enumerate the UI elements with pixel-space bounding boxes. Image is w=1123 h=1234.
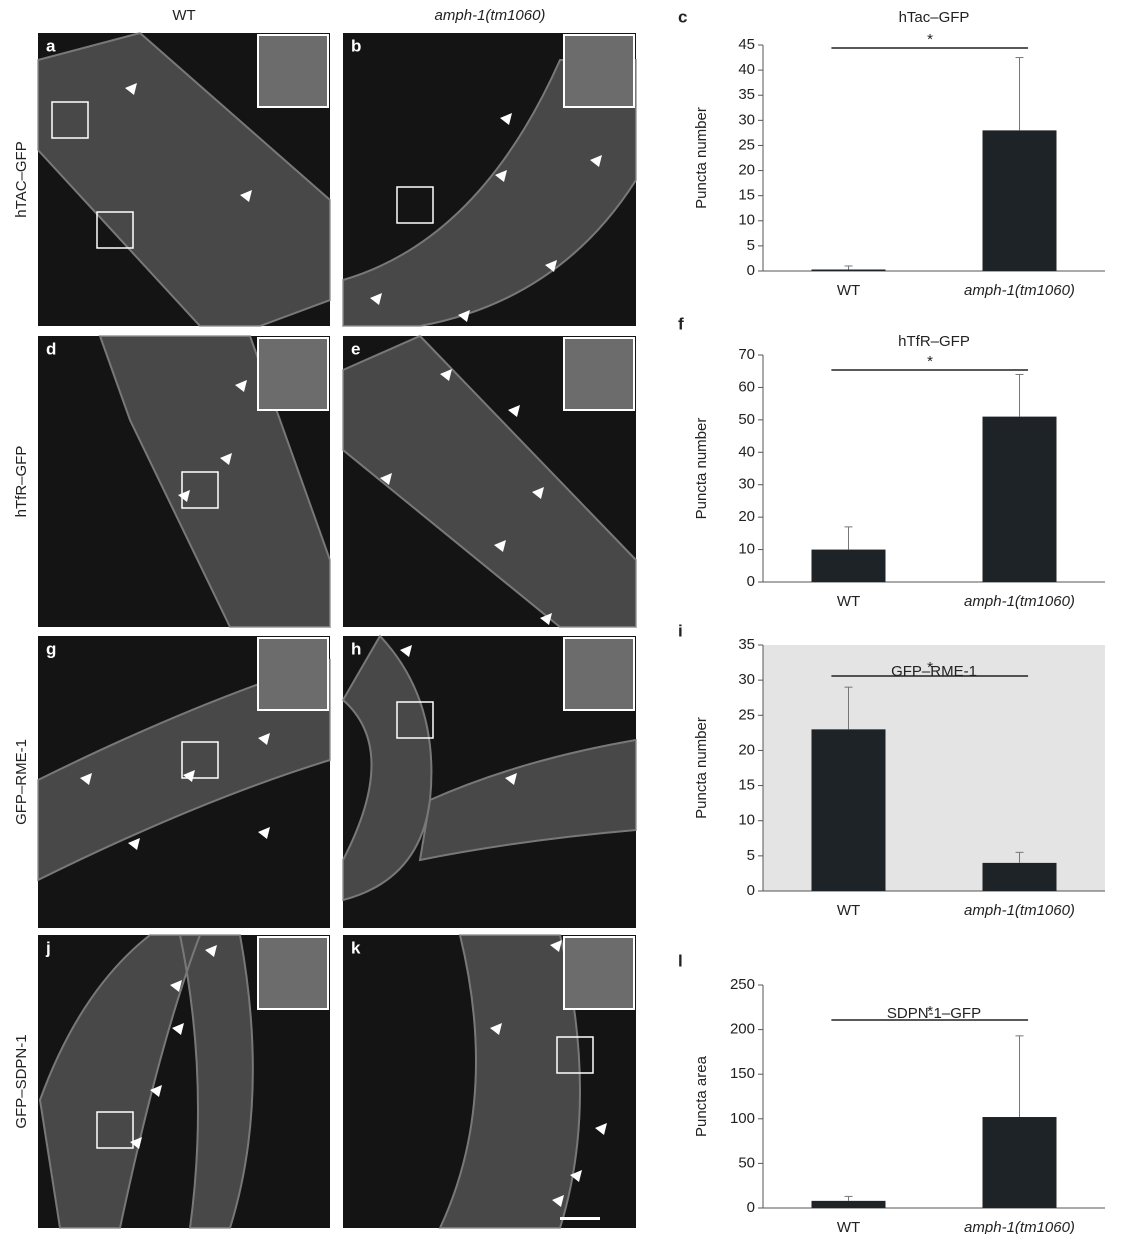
inset [258,937,328,1009]
row-label: hTAC–GFP [13,141,30,217]
bar [812,729,886,891]
y-tick-label: 40 [738,61,755,78]
significance: * [927,659,933,676]
y-axis-label: Puncta number [693,717,710,819]
panel-letter: c [678,7,687,26]
row-label: GFP–RME-1 [13,739,30,825]
y-axis-label: Puncta number [693,418,710,520]
y-tick-label: 60 [738,378,755,395]
y-tick-label: 0 [747,573,755,590]
inset [564,35,634,107]
bar [983,1117,1057,1208]
y-tick-label: 70 [738,346,755,363]
y-tick-label: 25 [738,136,755,153]
x-tick-label: amph-1(tm1060) [964,1219,1075,1234]
bar [983,863,1057,891]
x-tick-label: amph-1(tm1060) [964,593,1075,610]
y-axis-label: Puncta number [693,107,710,209]
y-tick-label: 200 [730,1021,755,1038]
column-header: amph-1(tm1060) [435,7,546,24]
inset [258,338,328,410]
y-tick-label: 15 [738,187,755,204]
bar [983,417,1057,582]
bar [812,269,886,271]
y-tick-label: 250 [730,976,755,993]
panel-letter: b [351,36,361,55]
x-tick-label: WT [837,282,860,299]
column-header: WT [172,7,195,24]
row-label: hTfR–GFP [13,446,30,518]
inset [564,338,634,410]
y-tick-label: 10 [738,212,755,229]
significance: * [927,31,933,48]
y-tick-label: 15 [738,777,755,794]
scale-bar [560,1217,600,1220]
y-tick-label: 30 [738,476,755,493]
bar [812,1201,886,1208]
inset [564,638,634,710]
figure: WT amph-1(tm1060) hTAC–GFP a b hTfR–GFP d e GF… [0,0,1123,1234]
y-tick-label: 5 [747,847,755,864]
chart-title: hTac–GFP [899,9,970,26]
y-axis-label: Puncta area [693,1055,710,1137]
y-tick-label: 50 [738,411,755,428]
x-tick-label: WT [837,902,860,919]
y-tick-label: 150 [730,1065,755,1082]
significance: * [927,353,933,370]
y-tick-label: 10 [738,541,755,558]
y-tick-label: 20 [738,741,755,758]
y-tick-label: 10 [738,812,755,829]
y-tick-label: 35 [738,86,755,103]
panel-letter: i [678,621,683,640]
inset [258,638,328,710]
y-tick-label: 35 [738,636,755,653]
chart-title: hTfR–GFP [898,333,970,350]
panel-letter: l [678,951,683,970]
x-tick-label: amph-1(tm1060) [964,282,1075,299]
bar [983,130,1057,271]
panel-letter: d [46,339,56,358]
y-tick-label: 5 [747,237,755,254]
x-tick-label: WT [837,1219,860,1234]
y-tick-label: 20 [738,162,755,179]
y-tick-label: 40 [738,443,755,460]
y-tick-label: 20 [738,508,755,525]
panel-letter: g [46,639,56,658]
panel-letter: e [351,339,360,358]
y-tick-label: 25 [738,706,755,723]
panel-letter: f [678,314,684,333]
bar [812,550,886,582]
panel-letter: j [45,938,51,957]
significance: * [927,1003,933,1020]
y-tick-label: 0 [747,1199,755,1216]
x-tick-label: amph-1(tm1060) [964,902,1075,919]
y-tick-label: 0 [747,262,755,279]
y-tick-label: 0 [747,882,755,899]
y-tick-label: 30 [738,111,755,128]
panel-letter: k [351,938,361,957]
panel-letter: h [351,639,361,658]
chart-title: GFP–RME-1 [891,663,977,680]
y-tick-label: 50 [738,1154,755,1171]
inset [258,35,328,107]
inset [564,937,634,1009]
panel-letter: a [46,36,56,55]
x-tick-label: WT [837,593,860,610]
y-tick-label: 30 [738,671,755,688]
y-tick-label: 100 [730,1110,755,1127]
y-tick-label: 45 [738,36,755,53]
row-label: GFP–SDPN-1 [13,1034,30,1128]
